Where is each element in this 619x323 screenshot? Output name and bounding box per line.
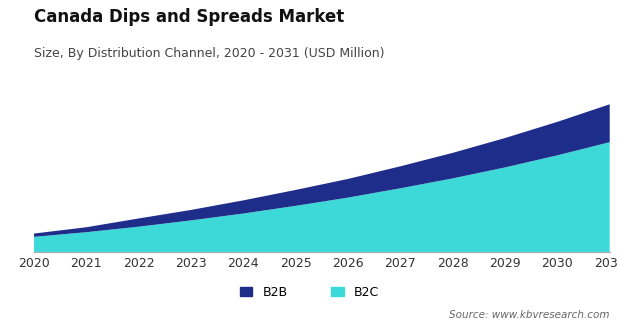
Text: Size, By Distribution Channel, 2020 - 2031 (USD Million): Size, By Distribution Channel, 2020 - 20…	[34, 47, 384, 60]
Text: Source: www.kbvresearch.com: Source: www.kbvresearch.com	[449, 310, 610, 320]
Legend: B2B, B2C: B2B, B2C	[235, 281, 384, 304]
Text: Canada Dips and Spreads Market: Canada Dips and Spreads Market	[34, 8, 344, 26]
